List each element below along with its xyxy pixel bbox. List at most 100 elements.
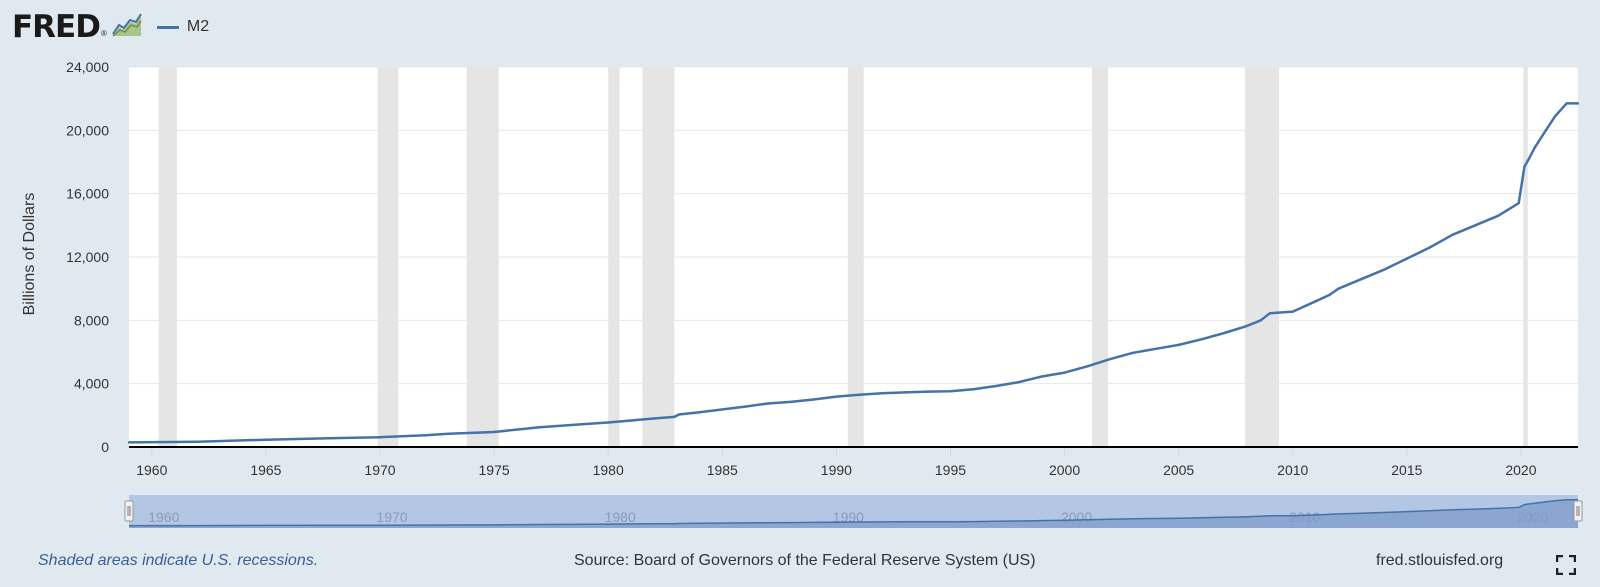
data-point: [1086, 365, 1089, 368]
y-tick-label: 8,000: [74, 312, 109, 328]
data-point: [949, 390, 952, 393]
x-tick-label: 1965: [250, 462, 281, 478]
data-point: [1328, 293, 1331, 297]
x-tick-label: 2015: [1391, 462, 1422, 478]
data-point: [1428, 246, 1431, 249]
data-point: [1553, 114, 1557, 118]
data-point: [743, 405, 747, 408]
data-point: [1542, 132, 1545, 135]
data-point: [127, 441, 131, 444]
fullscreen-icon[interactable]: [1555, 554, 1577, 580]
data-point: [196, 440, 199, 443]
line-chart-icon: [110, 11, 143, 43]
data-point: [812, 398, 815, 401]
data-point: [1154, 347, 1158, 351]
x-tick-label: 1970: [364, 462, 395, 478]
x-tick-label: 1980: [593, 462, 624, 478]
registered-mark: ®: [100, 29, 107, 38]
data-point: [1040, 375, 1043, 378]
navigator-series-line: [129, 499, 1578, 527]
navigator-right-handle[interactable]: [1573, 500, 1583, 522]
data-point: [835, 395, 838, 398]
y-axis-title: Billions of Dollars: [21, 193, 38, 316]
data-point: [1527, 157, 1531, 161]
data-point: [1109, 357, 1112, 361]
x-tick-label: 2005: [1163, 462, 1194, 478]
data-point: [378, 435, 382, 439]
data-point: [1259, 319, 1263, 322]
data-point: [1131, 351, 1135, 354]
recession-note: Shaded areas indicate U.S. recessions.: [38, 552, 319, 569]
data-point: [789, 400, 792, 404]
data-point: [333, 436, 336, 440]
navigator-tick-label: 1990: [833, 509, 864, 525]
data-point: [766, 402, 770, 405]
data-point: [1496, 214, 1500, 218]
data-point: [1245, 324, 1249, 328]
x-tick-label: 1990: [821, 462, 852, 478]
chart-header: FRED ® M2: [12, 9, 210, 45]
data-point: [606, 421, 610, 424]
data-point: [698, 410, 701, 414]
data-point: [1382, 268, 1386, 271]
data-point: [447, 432, 450, 435]
data-point: [264, 438, 268, 441]
data-point: [1200, 338, 1203, 341]
data-point: [1533, 146, 1536, 149]
data-point: [538, 426, 541, 429]
data-point: [652, 417, 656, 420]
fred-logo[interactable]: FRED: [12, 9, 101, 45]
navigator-tick-label: 1980: [605, 509, 636, 525]
data-point: [858, 393, 861, 396]
site-link[interactable]: fred.stlouisfed.org: [1376, 552, 1504, 569]
x-tick-label: 1985: [707, 462, 738, 478]
data-point: [1576, 102, 1580, 105]
data-point: [1268, 312, 1272, 315]
data-point: [926, 390, 929, 393]
y-tick-label: 4,000: [74, 376, 109, 392]
plot-area: 0 4,000 8,000 12,000 16,000 20,000 24,000 1960 1…: [66, 59, 1580, 478]
navigator-series-area: [129, 499, 1578, 528]
data-point: [1360, 277, 1363, 281]
data-point: [424, 434, 427, 437]
navigator-left-handle[interactable]: [124, 500, 134, 522]
data-point: [1337, 287, 1340, 290]
y-tick-label: 24,000: [66, 59, 109, 75]
legend[interactable]: M2: [156, 18, 210, 36]
x-tick-label: 2010: [1277, 462, 1308, 478]
navigator[interactable]: 1960197019801990200020102020: [124, 495, 1583, 528]
data-point: [492, 430, 496, 434]
data-point: [1405, 257, 1409, 260]
legend-label: M2: [186, 18, 210, 35]
navigator-tick-label: 1960: [148, 509, 179, 525]
x-tick-label: 1975: [479, 462, 510, 478]
data-point: [903, 391, 907, 394]
data-point: [1177, 343, 1180, 347]
data-point: [994, 384, 998, 388]
x-tick-label: 2000: [1049, 462, 1080, 478]
data-point: [1291, 310, 1294, 313]
data-point: [880, 391, 884, 395]
x-tick-label: 1995: [935, 462, 966, 478]
x-tick-label: 1960: [136, 462, 167, 478]
x-tick-label: 2020: [1505, 462, 1536, 478]
navigator-tick-label: 1970: [376, 509, 407, 525]
y-tick-label: 12,000: [66, 249, 109, 265]
data-point: [1017, 380, 1021, 384]
data-point: [972, 388, 975, 391]
data-point: [1063, 371, 1066, 374]
data-point: [1474, 224, 1477, 227]
data-point: [1523, 165, 1526, 168]
data-point: [1223, 331, 1226, 335]
data-point: [677, 413, 681, 416]
data-point: [584, 422, 587, 426]
source-text: Source: Board of Governors of the Federa…: [574, 552, 1036, 569]
data-point: [1314, 300, 1317, 303]
legend-swatch: [156, 25, 179, 29]
y-tick-label: 0: [101, 439, 109, 455]
data-point: [1451, 233, 1454, 237]
data-point: [1517, 201, 1520, 205]
y-tick-label: 16,000: [66, 186, 109, 202]
data-point: [1565, 102, 1568, 105]
